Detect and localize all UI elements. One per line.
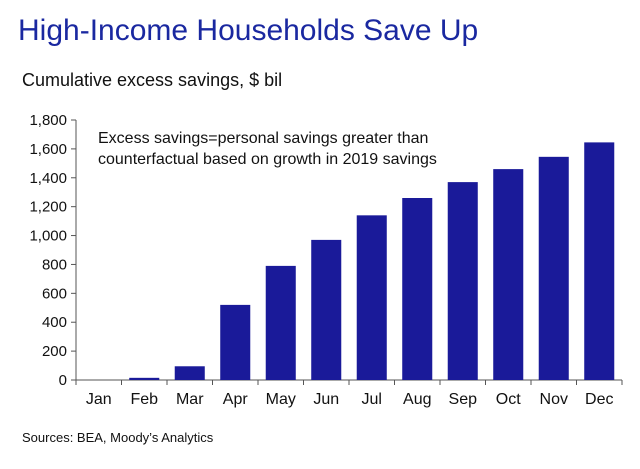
y-tick-label: 400 <box>42 314 67 331</box>
bar-may <box>265 265 296 380</box>
y-tick-label: 1,200 <box>29 199 67 216</box>
x-tick-label: Jun <box>313 391 339 408</box>
x-tick-label: Jan <box>86 391 112 408</box>
x-tick-label: May <box>266 391 296 408</box>
x-tick-label: Sep <box>449 391 478 408</box>
bar-mar <box>174 366 205 380</box>
y-tick-label: 1,400 <box>29 170 67 187</box>
bar-dec <box>584 142 615 380</box>
bar-nov <box>538 156 569 380</box>
x-tick-label: Jul <box>362 391 382 408</box>
chart-title: High-Income Households Save Up <box>18 14 479 47</box>
y-tick-label: 0 <box>59 372 67 389</box>
bar-jul <box>356 215 387 380</box>
x-tick-label: Oct <box>496 391 521 408</box>
bar-sep <box>447 182 478 380</box>
bar-oct <box>493 169 524 380</box>
y-tick-label: 600 <box>42 285 67 302</box>
x-tick-label: Dec <box>585 391 613 408</box>
bar-jun <box>311 239 342 380</box>
y-tick-label: 800 <box>42 256 67 273</box>
bar-aug <box>402 198 433 380</box>
bar-apr <box>220 304 251 380</box>
bar-feb <box>129 377 160 380</box>
y-tick-label: 1,000 <box>29 228 67 245</box>
x-tick-label: Aug <box>403 391 431 408</box>
x-tick-label: Apr <box>223 391 249 408</box>
x-tick-label: Nov <box>540 391 568 408</box>
x-tick-label: Mar <box>176 391 204 408</box>
chart-subtitle: Cumulative excess savings, $ bil <box>22 70 283 90</box>
annotation-line-1: Excess savings=personal savings greater … <box>98 130 429 147</box>
chart-annotation: Excess savings=personal savings greater … <box>98 128 518 170</box>
annotation-line-2: counterfactual based on growth in 2019 s… <box>98 151 437 168</box>
y-tick-label: 1,800 <box>29 112 67 129</box>
source-note: Sources: BEA, Moody’s Analytics <box>22 430 214 445</box>
y-tick-label: 1,600 <box>29 141 67 158</box>
y-tick-label: 200 <box>42 343 67 360</box>
x-tick-label: Feb <box>130 391 158 408</box>
